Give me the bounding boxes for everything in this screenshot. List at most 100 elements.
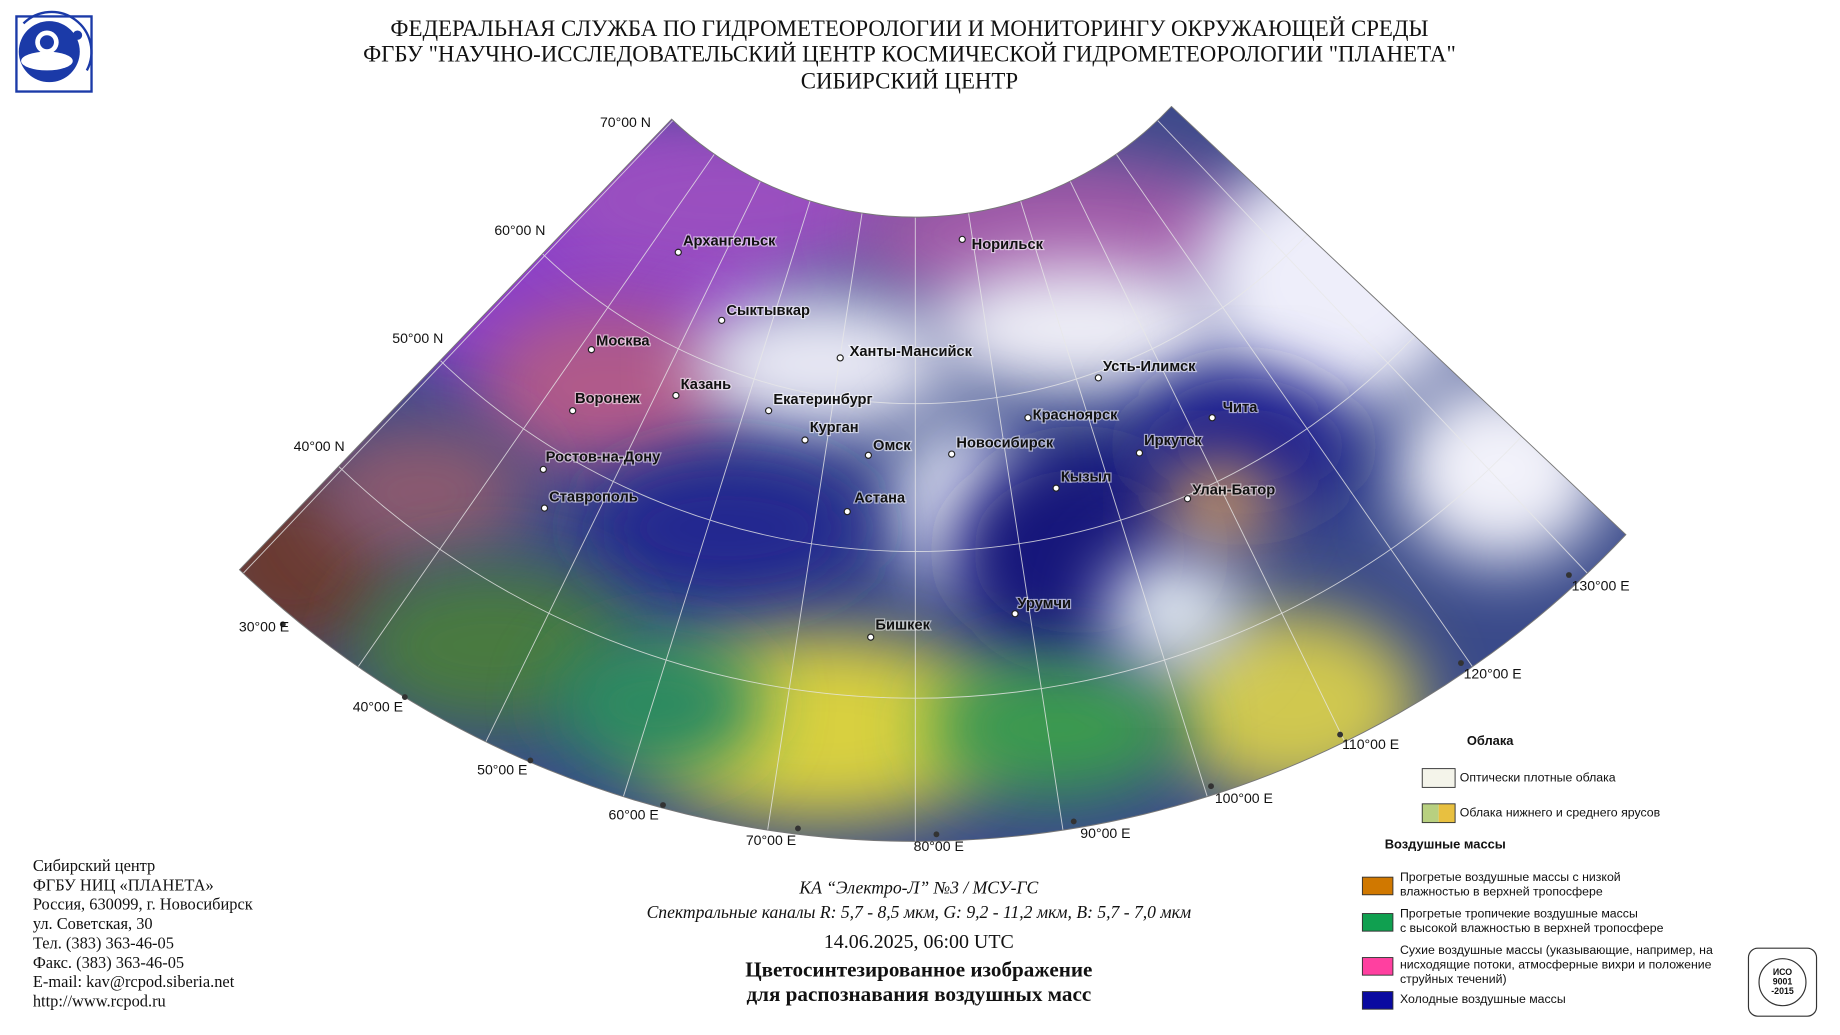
caption-line: для распознавания воздушных масс [746,982,1091,1006]
air-mass-area [586,457,869,599]
legend-label: Холодные воздушные массы [1400,992,1566,1006]
city-label: Чита [1223,400,1258,416]
caption-line: КА “Электро-Л” №3 / МСУ-ГС [798,878,1038,898]
city-label: Урумчи [1017,596,1071,612]
certificate-text: ИСО [1773,967,1792,977]
graticule [239,106,1626,842]
longitude-label: 110°00 E [1342,736,1399,752]
city-label: Москва [596,333,650,349]
city-label: Новосибирск [956,435,1053,451]
contact-line: E-mail: kav@rcpod.siberia.net [33,972,235,991]
air-mass-area [1103,551,1244,669]
city-label: Красноярск [1033,407,1118,423]
longitude-label: 40°00 E [353,698,403,714]
longitude-label: 130°00 E [1572,577,1630,593]
longitude-dot [660,802,666,808]
longitude-dot [527,757,534,764]
longitude-dot [401,694,408,700]
meridian [1157,120,1588,574]
city-label: Сыктывкар [726,303,810,319]
legend-swatch [1361,913,1394,932]
city-label: Астана [854,491,906,507]
longitude-dot [1458,660,1464,666]
legend-swatch [1422,803,1439,823]
contact-line: Тел. (383) 363-46-05 [33,933,174,952]
meridian [1069,180,1346,743]
legend-title: Облака [1467,733,1514,748]
air-mass-area [1396,375,1608,564]
latitude-label: 50°00 N [392,330,443,346]
latitude-label: 70°00 N [600,114,651,130]
parallel [239,106,1626,699]
meridian [357,153,715,668]
city-dot [569,407,577,415]
air-mass-area [692,293,951,435]
city-dot [674,248,682,256]
meridian [1020,200,1208,797]
caption-line: 14.06.2025, 06:00 UTC [824,931,1014,953]
air-mass-area [481,305,740,470]
city-dot [867,633,875,641]
city-dot [764,407,773,415]
meridian [1115,153,1473,668]
caption-line: Спектральные каналы R: 5,7 - 8,5 мкм, G:… [647,902,1191,922]
legend-label: с высокой влажностью в верхней тропосфер… [1400,921,1664,935]
text-layer: ФЕДЕРАЛЬНАЯ СЛУЖБА ПО ГИДРОМЕТЕОРОЛОГИИ … [33,16,1818,1017]
city-label: Норильск [972,237,1044,253]
certificate-ring [1758,958,1807,1007]
air-mass-area [1161,457,1280,552]
city-dot [1208,414,1216,422]
longitude-label: 120°00 E [1464,665,1522,681]
longitude-dot [1565,572,1572,578]
map-image [239,106,1626,842]
longitude-label: 30°00 E [239,619,289,635]
longitude-label: 70°00 E [746,832,796,848]
logo [15,10,93,93]
legend-label: Сухие воздушные массы (указывающие, напр… [1400,943,1713,957]
legend-label: Облака нижнего и среднего ярусов [1460,805,1660,819]
meridian [242,120,674,574]
city-dot [958,235,966,244]
contact-line: http://www.rcpod.ru [33,991,166,1010]
city-label: Ростов-на-Дону [546,450,661,466]
certificate-text: 9001 [1773,977,1793,987]
legend-swatch [1361,957,1394,976]
city-label: Кызыл [1061,469,1112,485]
city-dot [836,354,844,362]
city-dot [1024,414,1032,422]
city-dot [1052,484,1060,492]
air-mass-area [539,117,916,282]
air-mass-area [927,657,1186,798]
contact-line: Факс. (383) 363-46-05 [33,953,184,972]
meridian [968,212,1064,831]
longitude-dot [795,825,801,832]
map-frame [238,105,1627,842]
legend-label: струйных течений) [1400,972,1507,986]
longitude-label: 60°00 E [609,806,659,822]
longitude-dot [279,621,286,628]
city-dot [672,391,680,400]
air-mass-area [1196,152,1479,411]
city-dot [539,465,547,474]
parallel [376,106,1455,405]
header-line: СИБИРСКИЙ ЦЕНТР [801,69,1018,94]
longitude-label: 50°00 E [477,762,527,778]
city-label: Курган [810,420,859,436]
city-label: Ханты-Мансийск [850,344,973,360]
contact-line: ул. Советская, 30 [33,914,153,933]
air-mass-area [316,422,529,564]
contact-line: ФГБУ НИЦ «ПЛАНЕТА» [33,875,214,894]
city-dot [1135,449,1144,457]
city-dot [718,316,726,324]
legend-swatch-frame [1421,803,1456,824]
meridian [622,200,811,797]
parallel [239,106,1603,552]
meridian [485,180,761,743]
legend-label: Прогретые тропичекие воздушные массы [1400,906,1638,920]
longitude-dot [1337,731,1344,738]
city-label: Бишкек [875,617,930,633]
city-dot [948,450,956,458]
certificate-frame [1747,947,1818,1017]
legend-label: нисходящие потоки, атмосферные вихри и п… [1400,957,1712,971]
